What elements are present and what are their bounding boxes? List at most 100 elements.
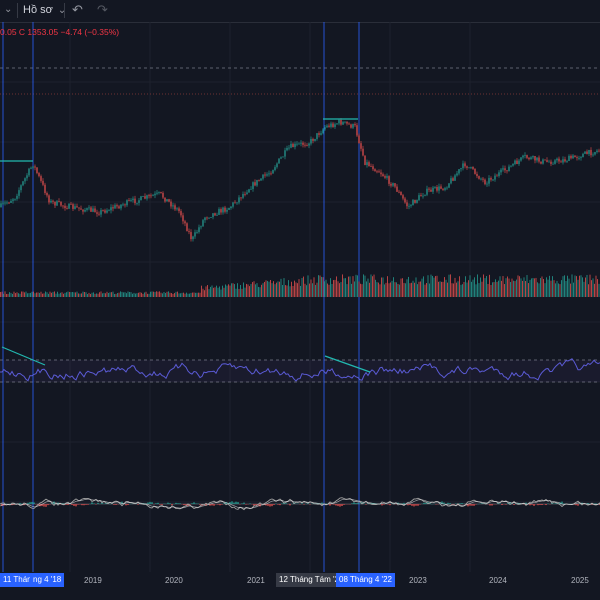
- macd-histogram-bar: [85, 504, 87, 505]
- macd-histogram-bar: [199, 504, 201, 505]
- volume-bar: [67, 291, 69, 297]
- candle-body: [170, 201, 172, 207]
- volume-bar: [306, 285, 307, 297]
- menu-chevron-icon[interactable]: ⌄: [4, 4, 13, 15]
- volume-bar: [519, 276, 520, 297]
- volume-bar: [324, 281, 325, 297]
- candle-body: [596, 150, 598, 153]
- volume-bar: [375, 279, 376, 297]
- candle-body: [332, 123, 334, 127]
- volume-bar: [364, 275, 366, 297]
- volume-bar: [435, 276, 436, 297]
- candle-body: [422, 195, 424, 197]
- candle-body: [268, 173, 270, 175]
- macd-histogram-bar: [469, 504, 471, 506]
- volume-bar: [283, 278, 285, 297]
- trend-lines: [0, 118, 371, 373]
- macd-histogram-bar: [65, 504, 67, 505]
- macd-histogram-bar: [489, 504, 491, 506]
- volume-bar: [168, 291, 169, 297]
- candle-body: [132, 198, 134, 201]
- volume-bar: [267, 280, 268, 297]
- candle-body: [34, 166, 36, 168]
- volume-bar: [153, 291, 154, 297]
- volume-bar: [591, 280, 592, 297]
- volume-bar: [552, 276, 553, 297]
- undo-icon[interactable]: ↶: [72, 2, 83, 17]
- redo-icon[interactable]: ↷: [97, 2, 108, 17]
- volume-bar: [348, 276, 349, 297]
- volume-bar: [355, 274, 357, 297]
- volume-bar: [379, 284, 381, 297]
- volume-bar: [186, 292, 187, 297]
- volume-bar: [205, 286, 207, 297]
- volume-bar: [537, 282, 538, 297]
- macd-histogram-bar: [337, 504, 339, 507]
- candle-body: [340, 120, 342, 125]
- candle-body: [408, 205, 410, 207]
- candle-body: [74, 206, 76, 209]
- macd-histogram-bar: [467, 504, 469, 507]
- volume-bar: [151, 291, 153, 297]
- candle-body: [442, 188, 444, 190]
- volume-bar: [226, 285, 228, 297]
- candle-body: [184, 221, 186, 224]
- candle-body: [544, 159, 546, 161]
- volume-bar: [78, 293, 79, 297]
- volume-bar: [409, 283, 411, 297]
- macd-histogram-bar: [545, 504, 547, 506]
- candle-body: [434, 187, 436, 188]
- candle-body: [326, 125, 328, 128]
- candle-body: [590, 149, 592, 156]
- volume-bar: [522, 280, 523, 297]
- macd-histogram-bar: [147, 502, 149, 504]
- volume-bar: [31, 291, 33, 297]
- candle-body: [128, 200, 130, 201]
- volume-bar: [274, 284, 276, 297]
- candle-body: [290, 143, 292, 148]
- volume-bar: [66, 292, 67, 297]
- candle-body: [418, 195, 420, 201]
- profile-dropdown[interactable]: Hồ sơ ⌄: [23, 4, 66, 16]
- volume-bar: [438, 281, 439, 297]
- candle-body: [8, 202, 10, 204]
- toolbar-divider: [64, 3, 65, 18]
- candle-body: [358, 135, 360, 144]
- candle-body: [10, 200, 12, 203]
- volume-bar: [76, 291, 78, 297]
- candle-body: [316, 133, 318, 139]
- x-axis-label: 2024: [489, 576, 507, 585]
- candle-body: [484, 179, 486, 185]
- macd-histogram-bar: [113, 504, 115, 505]
- candle-body: [410, 205, 412, 207]
- macd-histogram-bar: [365, 504, 367, 505]
- macd-histogram-bar: [341, 504, 343, 506]
- volume-bar: [160, 292, 162, 297]
- volume-bar: [243, 282, 244, 297]
- volume-bar: [394, 282, 396, 297]
- volume-bar: [313, 277, 315, 297]
- candle-body: [276, 163, 278, 168]
- volume-bar: [561, 280, 562, 297]
- candle-body: [56, 201, 58, 206]
- price-candles: [0, 118, 600, 242]
- volume-bar: [570, 283, 571, 297]
- candle-body: [516, 160, 518, 165]
- candle-body: [568, 155, 570, 162]
- volume-bar: [172, 293, 174, 297]
- candle-body: [556, 158, 558, 161]
- candle-body: [42, 180, 44, 185]
- volume-bar: [327, 283, 328, 297]
- volume-bar: [99, 292, 100, 297]
- macd-histogram-bar: [161, 504, 163, 505]
- candle-body: [302, 142, 304, 145]
- chart-area[interactable]: [0, 22, 600, 572]
- macd-histogram-bar: [101, 502, 103, 504]
- candle-body: [84, 209, 86, 212]
- macd-histogram-bar: [539, 504, 541, 505]
- candle-body: [522, 155, 524, 158]
- candle-body: [388, 176, 390, 184]
- volume-bar: [546, 277, 547, 297]
- candle-body: [250, 188, 252, 190]
- candle-body: [68, 203, 70, 209]
